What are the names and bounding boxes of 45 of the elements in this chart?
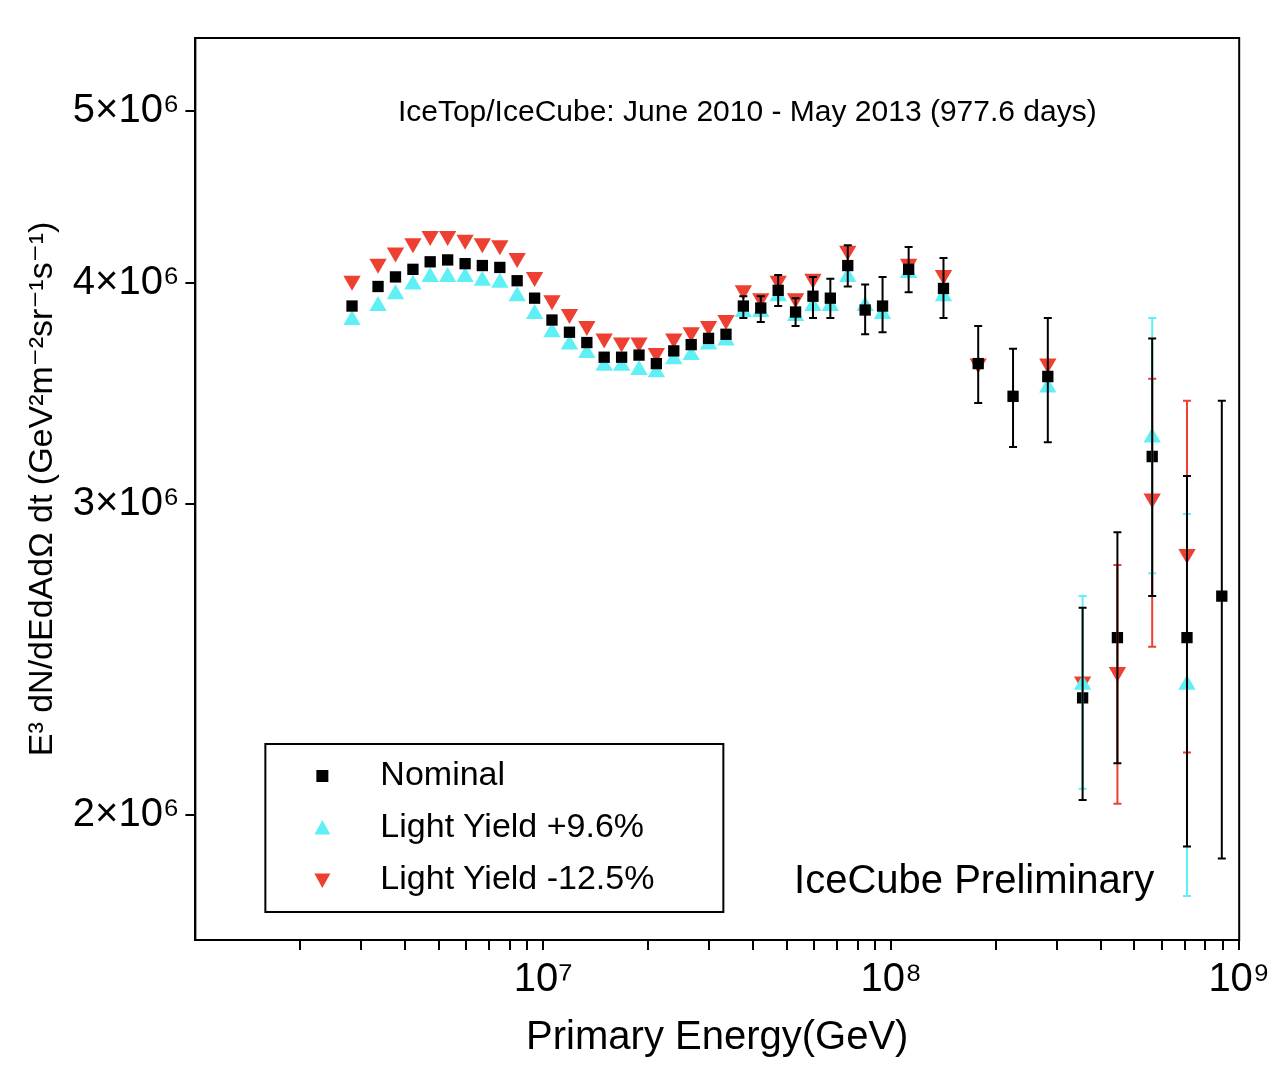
point bbox=[702, 332, 715, 345]
x-tick-label: 10⁹ bbox=[1208, 955, 1270, 1000]
point bbox=[668, 345, 680, 357]
point bbox=[720, 328, 732, 340]
point bbox=[389, 271, 402, 283]
point bbox=[563, 326, 576, 338]
y-tick-label: 5×10⁶ bbox=[72, 86, 180, 131]
point bbox=[528, 292, 541, 304]
point bbox=[491, 272, 509, 288]
y-tick-label: 3×10⁶ bbox=[72, 478, 180, 523]
point bbox=[421, 266, 439, 282]
point bbox=[476, 259, 488, 272]
point bbox=[404, 274, 422, 290]
point bbox=[615, 351, 628, 363]
point bbox=[407, 263, 419, 275]
y-axis-title: E³ dN/dEdAdΩ dt (GeV²m⁻²sr⁻¹s⁻¹) bbox=[20, 221, 59, 757]
point bbox=[598, 351, 610, 363]
x-axis-title: Primary Energy(GeV) bbox=[526, 1013, 909, 1058]
point bbox=[650, 357, 663, 370]
x-tick-label: 10⁸ bbox=[860, 955, 922, 1000]
point bbox=[685, 338, 697, 351]
point bbox=[630, 360, 648, 376]
point bbox=[511, 275, 523, 287]
point bbox=[546, 314, 558, 326]
point bbox=[581, 336, 593, 349]
point bbox=[633, 349, 645, 361]
point bbox=[369, 296, 387, 312]
point bbox=[473, 270, 491, 286]
x-tick-label: 10⁷ bbox=[513, 955, 573, 1000]
point bbox=[508, 286, 526, 302]
point bbox=[459, 258, 471, 270]
point bbox=[386, 284, 405, 300]
point bbox=[494, 261, 506, 274]
y-tick-label: 4×10⁶ bbox=[72, 257, 180, 302]
y-tick-label: 2×10⁶ bbox=[72, 790, 180, 835]
point bbox=[442, 254, 454, 266]
point bbox=[372, 280, 384, 293]
point bbox=[438, 266, 457, 282]
annotation: IceTop/IceCube: June 2010 - May 2013 (977.6 days) bbox=[397, 94, 1097, 128]
legend-label: Light Yield -12.5% bbox=[380, 858, 655, 897]
annotation: IceCube Preliminary bbox=[794, 857, 1155, 902]
point bbox=[424, 256, 436, 268]
point bbox=[525, 304, 544, 320]
legend-label: Nominal bbox=[380, 754, 506, 793]
legend-label: Light Yield +9.6% bbox=[380, 806, 645, 845]
